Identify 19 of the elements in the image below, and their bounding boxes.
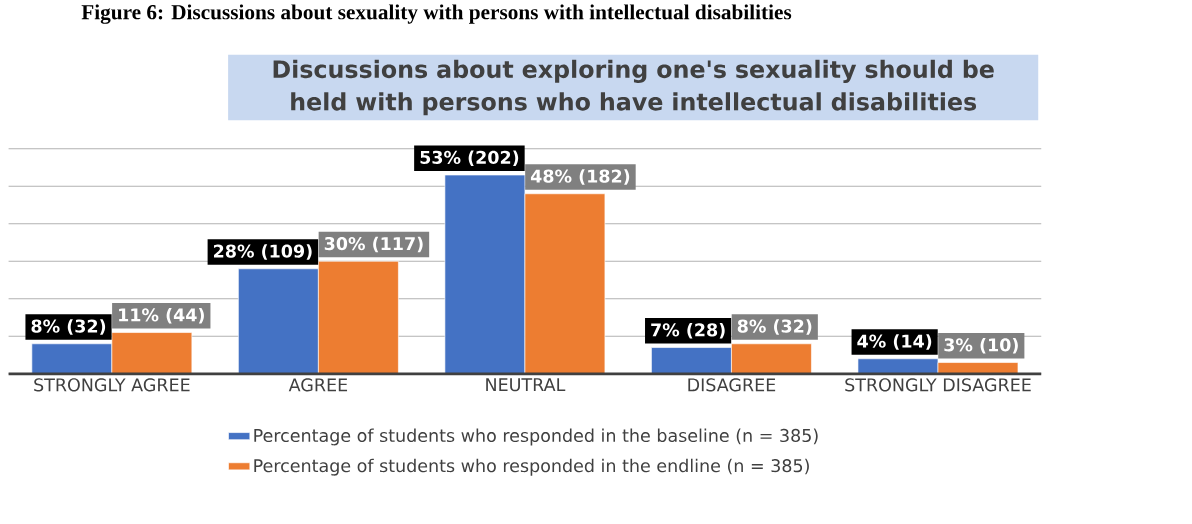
data-label: 8% (32): [31, 319, 106, 335]
data-label: 48% (182): [530, 169, 630, 185]
caption: Figure 6: Discussions about sexuality with persons with intellectual disabilities: [81, 4, 792, 24]
chart-title: Discussions about exploring one's sexuality should be held with persons who have intellectual disabilities: [273, 59, 994, 116]
data-label: 7% (28): [651, 323, 725, 339]
data-label: 30% (117): [324, 236, 423, 253]
legend-label: Percentage of students who responded in the endline (n = 385): [254, 458, 809, 476]
data-label: 8% (32): [737, 319, 812, 335]
data-label: 11% (44): [119, 308, 204, 324]
x-tick-label: STRONGLY AGREE: [34, 378, 190, 392]
data-label: 3% (10): [944, 338, 1018, 354]
x-tick-label: STRONGLY DISAGREE: [845, 378, 1031, 392]
x-tick-label: AGREE: [288, 378, 348, 392]
data-label: 53% (202): [420, 150, 519, 167]
legend-label: Percentage of students who responded in the baseline (n = 385): [254, 428, 818, 446]
data-label: 4% (14): [857, 334, 932, 350]
x-tick-label: DISAGREE: [688, 378, 776, 392]
x-tick-label: NEUTRAL: [486, 378, 566, 392]
data-label: 28% (109): [214, 244, 312, 260]
